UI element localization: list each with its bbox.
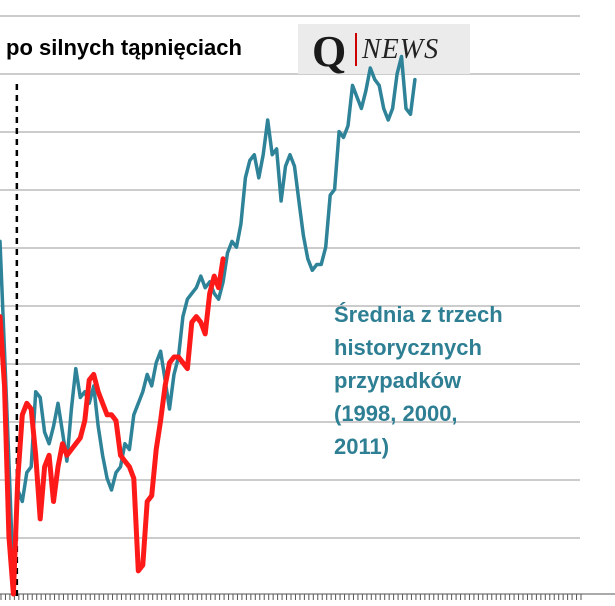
grid-lines xyxy=(0,15,580,539)
logo-q: Q xyxy=(312,27,346,76)
annotation-line-1: Średnia z trzech xyxy=(334,302,503,327)
series xyxy=(0,54,417,597)
chart-title: po silnych tąpnięciach xyxy=(6,35,242,60)
logo-band xyxy=(298,24,470,74)
annotation-line-4: (1998, 2000, xyxy=(334,401,458,426)
annotation-line-2: historycznych xyxy=(334,335,482,360)
x-axis-ticks xyxy=(0,593,615,600)
annotation-line-5: 2011) xyxy=(334,434,389,459)
annotation-line-3: przypadków xyxy=(334,368,462,393)
series-line-red xyxy=(0,256,226,597)
series-line-teal xyxy=(0,54,417,585)
